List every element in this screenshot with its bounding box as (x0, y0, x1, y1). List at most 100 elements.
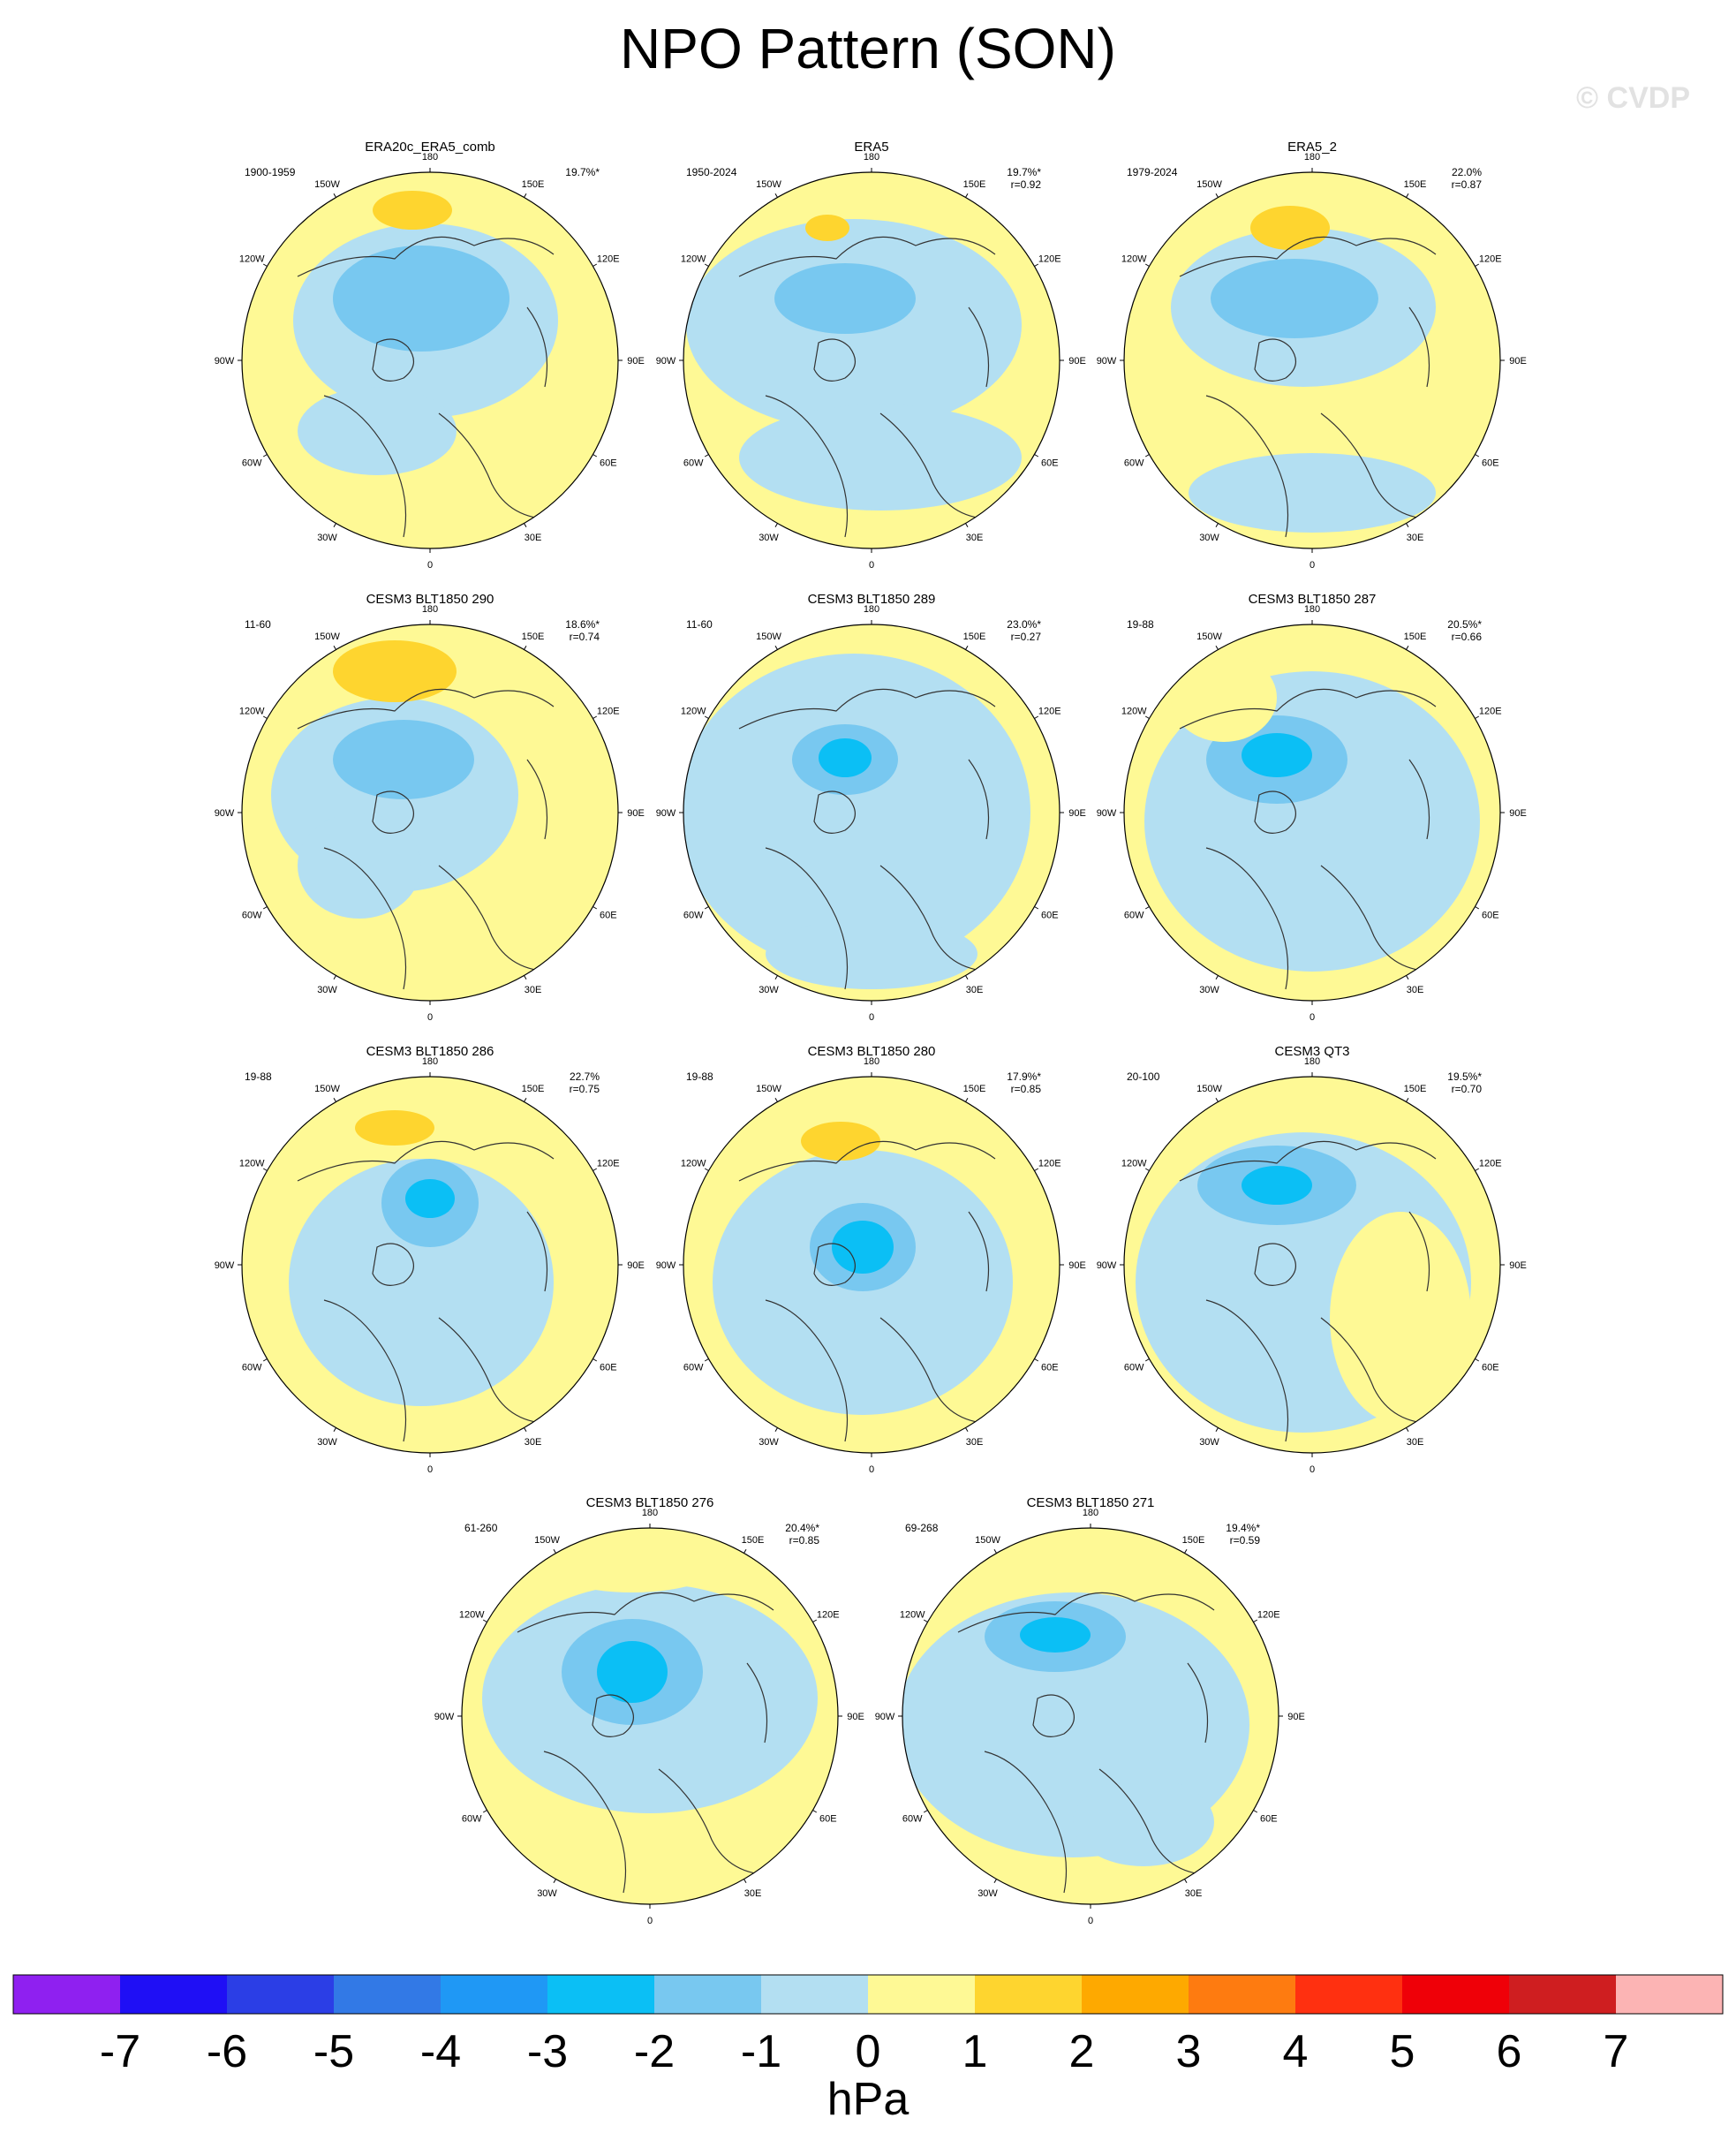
colorbar-tick-label: 0 (856, 2026, 881, 2077)
longitude-label: 90W (1097, 1260, 1117, 1271)
colorbar-swatch (441, 1975, 547, 2014)
longitude-label: 0 (1310, 1012, 1315, 1023)
colorbar-tick-label: 5 (1390, 2026, 1415, 2077)
colorbar-swatch (975, 1975, 1082, 2014)
longitude-label: 90W (875, 1712, 895, 1722)
panel-correlation: r=0.87 (1452, 178, 1483, 191)
colorbar-swatch (1402, 1975, 1509, 2014)
colorbar-swatch (868, 1975, 975, 2014)
longitude-label: 30E (1407, 985, 1424, 995)
longitude-label: 120E (1479, 254, 1502, 265)
longitude-label: 60W (242, 458, 262, 469)
longitude-label: 90E (1509, 808, 1527, 819)
anomaly-contour (1073, 1778, 1214, 1866)
longitude-label: 0 (869, 560, 874, 571)
longitude-label: 60W (683, 1363, 704, 1373)
panel-period: 69-268 (905, 1522, 939, 1534)
longitude-label: 90W (215, 808, 235, 819)
longitude-label: 30W (317, 985, 337, 995)
colorbar-swatch (1295, 1975, 1402, 2014)
panel-title: CESM3 BLT1850 290 (366, 592, 494, 607)
panel-correlation: r=0.74 (570, 631, 600, 643)
longitude-label: 150E (963, 632, 986, 642)
map-fill (896, 1528, 1279, 1904)
map-fill (677, 624, 1060, 1001)
longitude-label: 90E (1068, 808, 1086, 819)
longitude-label: 120W (459, 1610, 485, 1621)
map-fill (462, 1522, 838, 1904)
anomaly-contour (298, 387, 457, 475)
longitude-label: 150E (1404, 632, 1427, 642)
colorbar-swatch (1082, 1975, 1189, 2014)
anomaly-contour (1211, 259, 1378, 338)
longitude-label: 60E (1260, 1814, 1278, 1825)
longitude-label: 30W (1199, 533, 1219, 543)
colorbar-swatch (761, 1975, 868, 2014)
anomaly-contour (739, 405, 1022, 511)
map-panel: 180 150E 120E 90E 60E 30E 0 30W 60W 90W 120W 150W CE… (875, 1495, 1305, 1926)
longitude-label: 60E (600, 1363, 617, 1373)
map-fill (683, 172, 1060, 548)
longitude-label: 60E (1041, 911, 1059, 921)
panel-period: 19-88 (1127, 618, 1154, 631)
longitude-label: 30E (1407, 533, 1424, 543)
longitude-label: 120W (1121, 707, 1147, 717)
longitude-label: 0 (869, 1012, 874, 1023)
longitude-label: 60E (600, 458, 617, 469)
anomaly-contour (333, 720, 474, 799)
panel-variance: 19.7%* (565, 166, 600, 178)
map-panel: 180 150E 120E 90E 60E 30E 0 30W 60W 90W 120W 150W CE… (656, 592, 1086, 1023)
anomaly-contour (333, 640, 457, 702)
anomaly-contour (1250, 206, 1330, 250)
colorbar-tick-label: -3 (527, 2026, 568, 2077)
panel-variance: 22.7% (570, 1070, 600, 1083)
longitude-label: 90E (847, 1712, 864, 1722)
longitude-label: 120E (1038, 1159, 1061, 1169)
longitude-label: 120W (239, 707, 265, 717)
longitude-label: 90E (1068, 1260, 1086, 1271)
longitude-label: 90E (1068, 356, 1086, 367)
panel-period: 20-100 (1127, 1070, 1160, 1083)
longitude-label: 120W (681, 1159, 706, 1169)
longitude-label: 30E (966, 985, 984, 995)
map-panel: 180 150E 120E 90E 60E 30E 0 30W 60W 90W 120W 150W CE… (215, 592, 645, 1023)
longitude-label: 150E (1182, 1535, 1205, 1546)
panel-period: 19-88 (686, 1070, 713, 1083)
longitude-label: 90E (1509, 1260, 1527, 1271)
map-fill (242, 172, 618, 548)
longitude-label: 150E (1404, 179, 1427, 190)
longitude-label: 30E (966, 1437, 984, 1448)
longitude-label: 90W (656, 356, 676, 367)
longitude-label: 90E (627, 808, 645, 819)
longitude-label: 120E (1038, 254, 1061, 265)
anomaly-contour (819, 738, 872, 777)
longitude-label: 120W (681, 707, 706, 717)
panel-period: 1950-2024 (686, 166, 737, 178)
map-panel: 180 150E 120E 90E 60E 30E 0 30W 60W 90W 120W 150W CE… (1097, 592, 1527, 1023)
longitude-label: 150W (534, 1535, 560, 1546)
anomaly-contour (333, 246, 509, 352)
colorbar-tick-label: 7 (1604, 2026, 1629, 2077)
anomaly-contour (1330, 1212, 1471, 1424)
longitude-label: 90E (627, 356, 645, 367)
longitude-label: 120E (1038, 707, 1061, 717)
longitude-label: 150W (314, 632, 340, 642)
longitude-label: 30W (977, 1888, 998, 1899)
longitude-label: 60E (600, 911, 617, 921)
longitude-label: 30E (1407, 1437, 1424, 1448)
panel-correlation: r=0.85 (1011, 1083, 1042, 1095)
panel-variance: 20.4%* (785, 1522, 819, 1534)
panel-title: CESM3 BLT1850 286 (366, 1044, 494, 1059)
anomaly-contour (535, 1522, 729, 1592)
colorbar-swatch (334, 1975, 441, 2014)
panel-correlation: r=0.70 (1452, 1083, 1483, 1095)
longitude-label: 120E (597, 707, 620, 717)
map-fill (1124, 624, 1500, 1001)
longitude-label: 60W (683, 911, 704, 921)
longitude-label: 0 (647, 1916, 653, 1926)
panel-variance: 19.5%* (1447, 1070, 1482, 1083)
map-fill (683, 1077, 1060, 1453)
panel-title: ERA20c_ERA5_comb (365, 140, 495, 155)
panel-period: 11-60 (245, 618, 271, 631)
anomaly-contour (805, 215, 849, 241)
